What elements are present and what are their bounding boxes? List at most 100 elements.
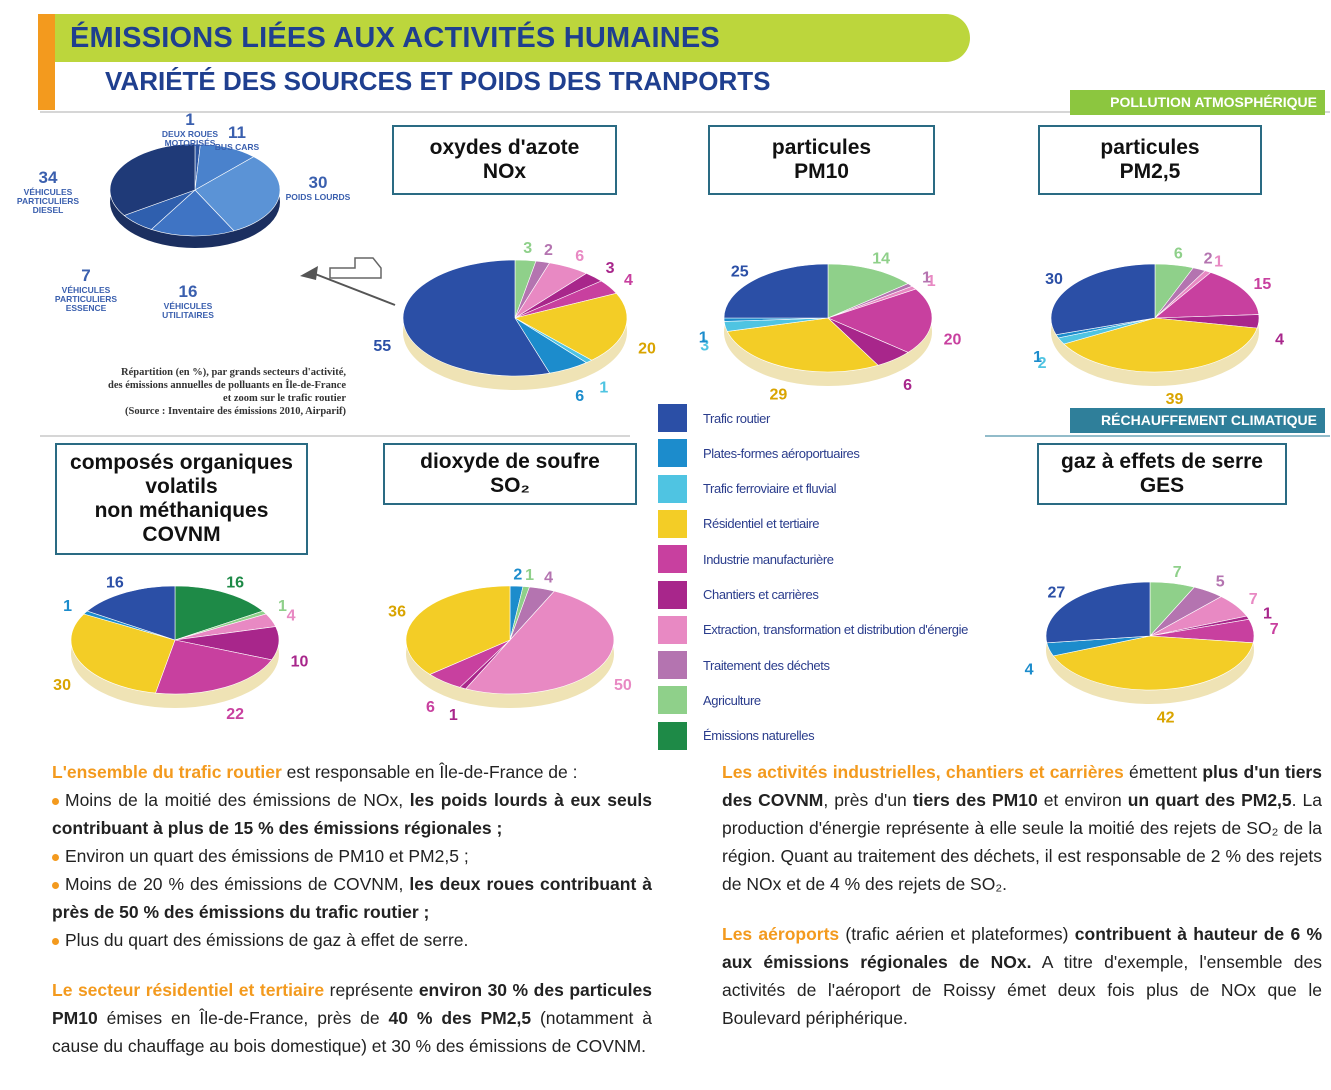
value-label: 2 [1204, 251, 1213, 268]
text-run: représente [324, 980, 419, 1000]
value-label: 20 [638, 340, 656, 357]
value-label: 1 [599, 379, 608, 396]
chart-title-line: dioxyde de soufre [420, 450, 600, 473]
value-label: 16 [106, 574, 124, 591]
value-label: 1 [927, 273, 936, 290]
value-label: 7 [1173, 564, 1182, 581]
legend-item: Plates-formes aéroportuaires [658, 439, 860, 468]
text-run: Plus du quart des émissions de gaz à eff… [65, 930, 469, 950]
value-label: 2 [513, 567, 522, 584]
text-run: Les activités industrielles, chantiers e… [722, 762, 1124, 782]
legend-label: Résidentiel et tertiaire [703, 516, 820, 532]
chart-title-box: particules PM10 [708, 125, 935, 195]
text-run: et environ [1037, 790, 1128, 810]
arrow-head [300, 266, 318, 280]
pie-slice [465, 590, 615, 695]
legend-label: Trafic ferroviaire et fluvial [703, 481, 837, 497]
value-label: 5 [1216, 574, 1225, 591]
text-run: L'ensemble du trafic routier [52, 762, 282, 782]
accent-bar [38, 14, 55, 110]
legend-item: Trafic ferroviaire et fluvial [658, 474, 837, 503]
value-label: 4 [624, 272, 633, 289]
category-label: 34 Véhicules particuliers diesel [3, 168, 93, 215]
chart-title-line: COVNM [142, 523, 221, 546]
legend-item: Trafic routier [658, 404, 770, 432]
text-run: émises en Île-de-France, près de [97, 1008, 389, 1028]
text-right: Les activités industrielles, chantiers e… [722, 758, 1322, 1032]
text-run: les poids lourds à eux seuls contribuant… [52, 790, 652, 838]
pie-slice [109, 143, 196, 216]
paragraph: Les activités industrielles, chantiers e… [722, 758, 1322, 898]
category-label: 1 Deux roues motorisés [145, 110, 235, 148]
value-label: 30 [53, 677, 71, 694]
paragraph: Le secteur résidentiel et tertiaire repr… [52, 976, 652, 1060]
value-label: 6 [903, 377, 912, 394]
value-label: 6 [1174, 246, 1183, 263]
caption: Répartition (en %), par grands secteurs … [10, 366, 346, 418]
value-label: 7 [1270, 621, 1279, 638]
paragraph: Moins de 20 % des émissions de COVNM, le… [52, 870, 652, 926]
pie-slice [1045, 581, 1151, 644]
text-run: est responsable en Île-de-France de : [281, 762, 578, 782]
value-label: 39 [1166, 391, 1184, 408]
paragraph: L'ensemble du trafic routier est respons… [52, 758, 652, 786]
legend-swatch [658, 651, 687, 680]
value-label: 16 [178, 282, 198, 301]
value-label: 25 [731, 263, 749, 280]
value-label: 3 [700, 337, 709, 354]
legend-swatch [658, 580, 687, 609]
text-run: Moins de la moitié des émissions de NOx, [65, 790, 410, 810]
paragraph: Environ un quart des émissions de PM10 e… [52, 842, 652, 870]
legend-label: Extraction, transformation et distributi… [703, 622, 968, 638]
category-name: Deux roues motorisés [161, 129, 219, 148]
chart-title-line: composés organiques [70, 451, 293, 474]
chart-title-line: PM2,5 [1119, 160, 1181, 183]
text-run: contribuent à hauteur de 6 % aux émissio… [722, 924, 1323, 972]
legend-item: Traitement des déchets [658, 651, 830, 680]
value-label: 4 [1275, 331, 1284, 348]
text-run: Environ un quart des émissions de PM10 e… [65, 846, 469, 866]
text-run: les deux roues contribuant à près de 50 … [52, 874, 652, 922]
legend-label: Agriculture [703, 692, 761, 708]
text-run: (notamment à cause du chauffage au bois … [52, 1008, 652, 1056]
arrow [309, 271, 396, 306]
legend-label: Trafic routier [703, 410, 770, 426]
category-name: Véhicules particuliers diesel [16, 187, 80, 215]
legend-item: Résidentiel et tertiaire [658, 509, 820, 538]
value-label: 4 [287, 607, 296, 624]
category-name: Poids lourds [285, 192, 351, 202]
category-label: 11 Bus cars [192, 123, 282, 152]
value-label: 2 [544, 242, 553, 259]
legend-swatch [658, 474, 687, 503]
pie-slice [86, 585, 176, 641]
category-label: 16 Véhicules utilitaires [143, 282, 233, 320]
value-label: 34 [38, 168, 58, 187]
category-label: 30 Poids lourds [273, 173, 363, 202]
chart-title-line: non méthaniques [94, 499, 269, 522]
text-run: . La production d'énergie représente à e… [722, 790, 1323, 894]
legend-item: Extraction, transformation et distributi… [658, 615, 968, 644]
value-label: 3 [606, 260, 615, 277]
pie-slice [1050, 263, 1156, 336]
text-left: L'ensemble du trafic routier est respons… [52, 758, 652, 1060]
value-label: 2 [1038, 355, 1047, 372]
legend-swatch [658, 439, 687, 468]
caption-line: Répartition (en %), par grands secteurs … [121, 367, 346, 378]
pie-slice [405, 585, 511, 675]
value-label: 4 [544, 570, 553, 587]
value-label: 1 [278, 598, 287, 615]
text-run: Le secteur résidentiel et tertiaire [52, 980, 325, 1000]
section-label: RÉCHAUFFEMENT CLIMATIQUE [1070, 408, 1325, 433]
value-label: 1 [1214, 253, 1223, 270]
value-label: 1 [525, 567, 534, 584]
chart-title-box: oxydes d'azote NOx [392, 125, 617, 195]
value-label: 16 [226, 574, 244, 591]
value-label: 7 [81, 266, 91, 285]
truck-icon [329, 257, 382, 279]
value-label: 36 [388, 604, 406, 621]
value-label: 42 [1157, 710, 1175, 727]
category-name: Véhicules utilitaires [162, 301, 214, 320]
chart-title-box: particules PM2,5 [1038, 125, 1262, 195]
value-label: 55 [373, 338, 391, 355]
value-label: 1 [449, 707, 458, 724]
